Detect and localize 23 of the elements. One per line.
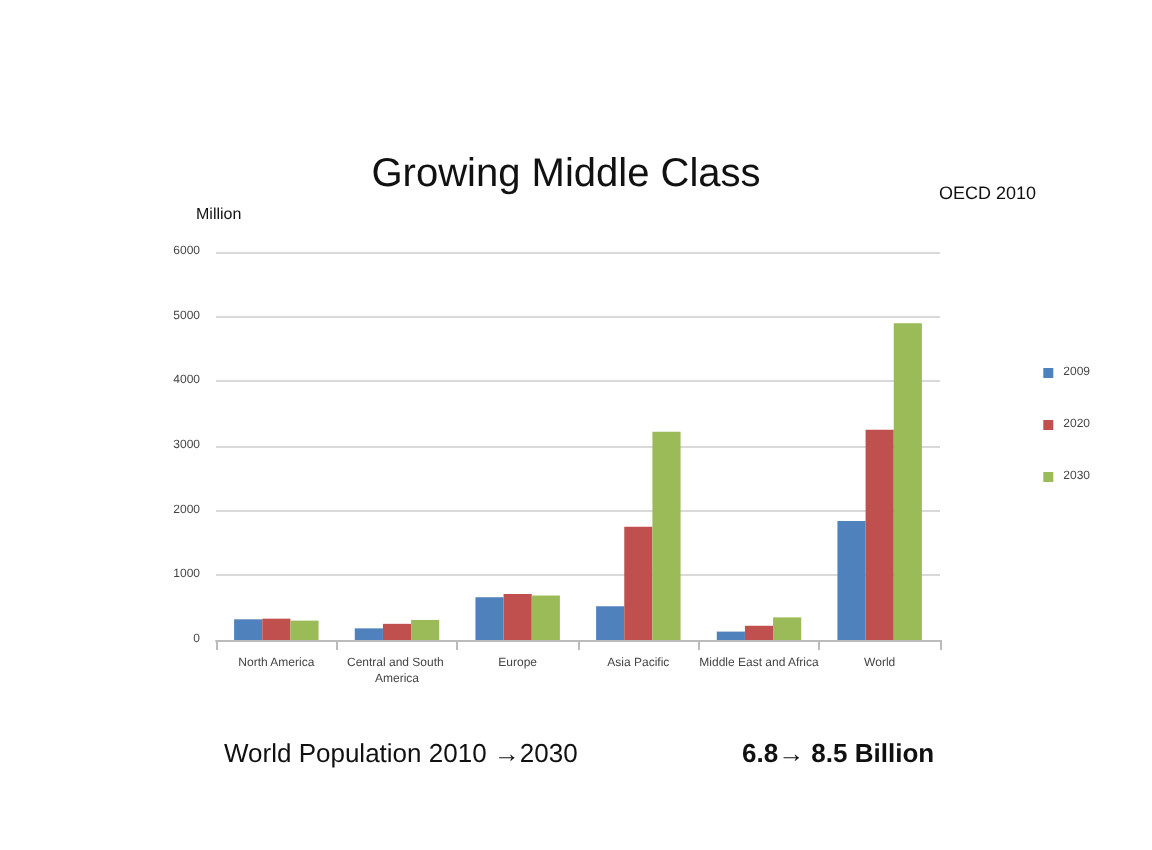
bar [531, 595, 560, 640]
bar [596, 606, 625, 640]
text: OECD 2010 [938, 183, 1037, 203]
bar [865, 429, 894, 640]
bar [234, 619, 263, 640]
bar [744, 625, 774, 640]
bar [624, 526, 653, 640]
text: World Population 2010 →2030 [224, 738, 578, 768]
bar [290, 620, 319, 640]
bar [475, 597, 504, 640]
bar [893, 323, 922, 640]
text: 6.8→ 8.5 Billion [742, 738, 935, 768]
y-axis-title: Million [196, 205, 242, 223]
bar [716, 631, 745, 640]
bar [773, 617, 802, 640]
bar [262, 618, 291, 640]
bar [837, 521, 866, 640]
bar [652, 431, 681, 640]
chart-title: Growing Middle Class [371, 152, 761, 196]
bar [354, 628, 383, 640]
bar [503, 594, 532, 640]
bar [411, 619, 440, 640]
bar [382, 623, 412, 640]
